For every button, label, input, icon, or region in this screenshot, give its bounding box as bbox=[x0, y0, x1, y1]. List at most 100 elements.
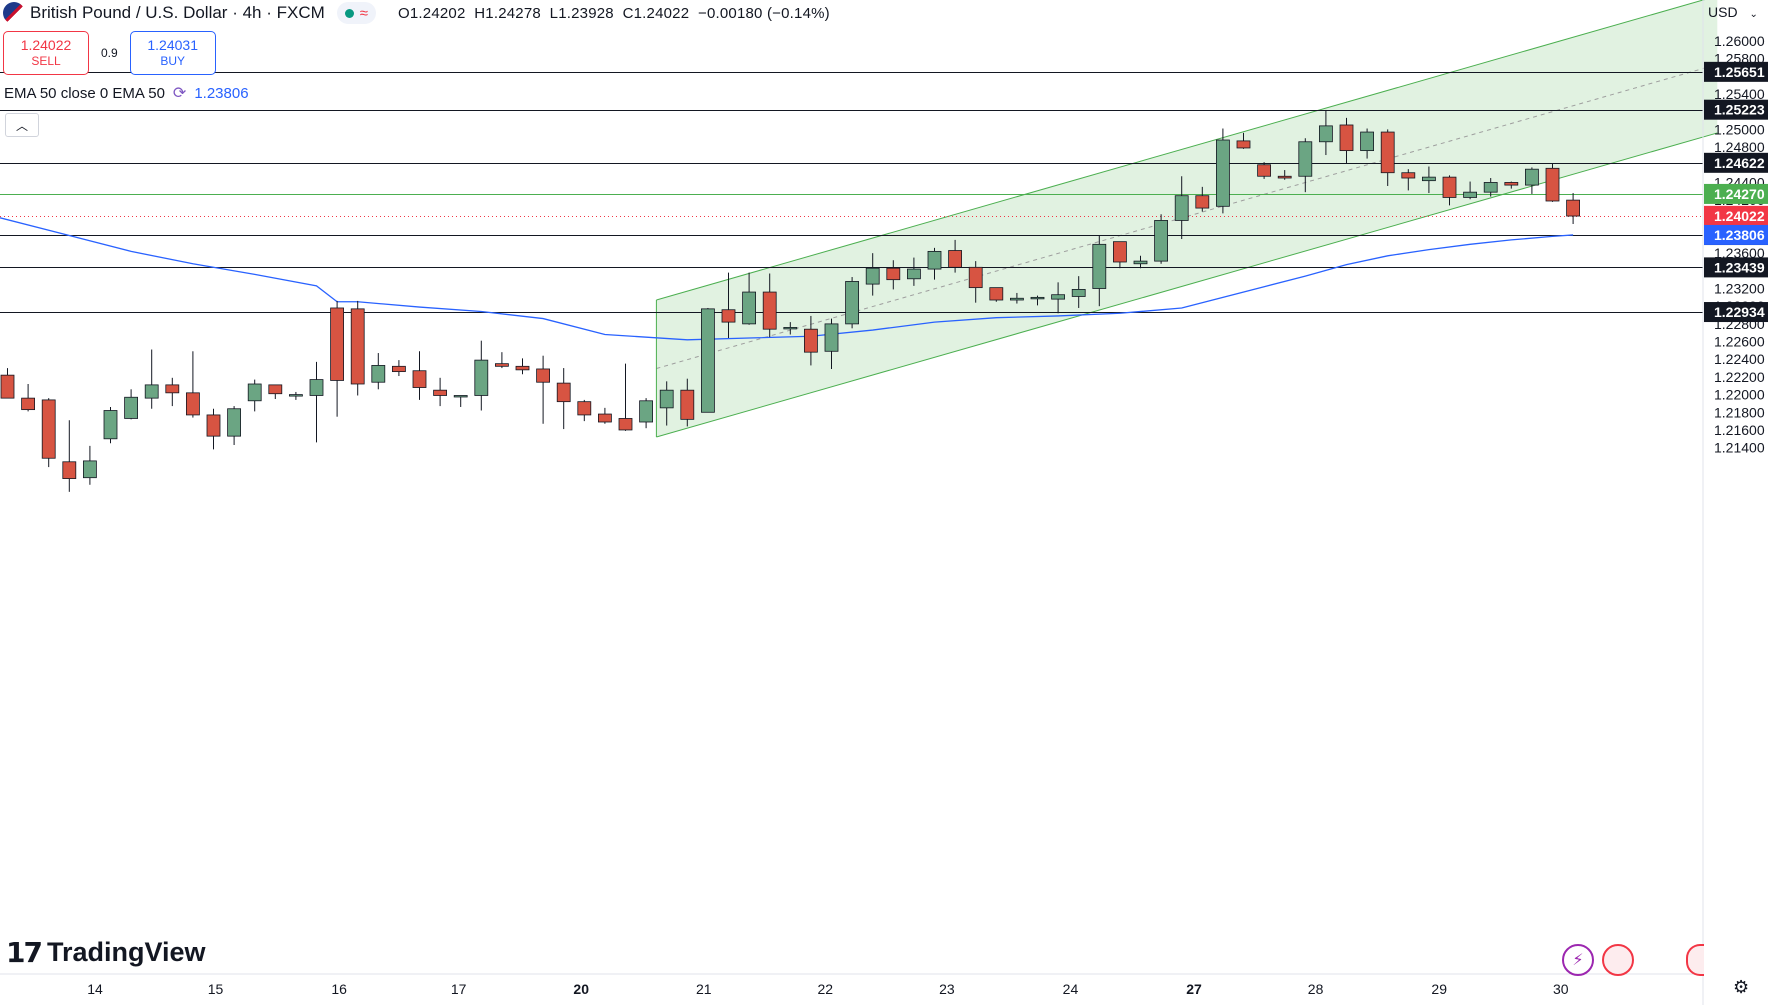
buy-label: BUY bbox=[160, 54, 186, 68]
candle bbox=[639, 398, 653, 429]
candle-body-up bbox=[1133, 260, 1148, 265]
ema-price-label: 1.23806 bbox=[1714, 227, 1765, 243]
candle bbox=[494, 352, 509, 369]
sell-price: 1.24022 bbox=[20, 37, 72, 53]
price-tick-label: 1.22400 bbox=[1714, 351, 1765, 367]
candle bbox=[1071, 276, 1086, 308]
candle-body-up bbox=[1010, 297, 1024, 301]
candle-body-down bbox=[721, 309, 736, 323]
logo-text: TradingView bbox=[46, 937, 206, 967]
candle bbox=[1236, 132, 1251, 149]
candle-body-up bbox=[1154, 220, 1168, 262]
level-price-label: 1.24622 bbox=[1714, 155, 1765, 171]
candle bbox=[144, 349, 159, 409]
candle bbox=[83, 445, 97, 485]
market-status-pill[interactable]: ≈ bbox=[336, 2, 376, 24]
level-price-label: 1.23439 bbox=[1714, 259, 1765, 275]
lightning-icon[interactable]: ⚡ bbox=[1562, 944, 1594, 976]
candle bbox=[62, 420, 77, 492]
candle bbox=[1092, 235, 1107, 307]
candle-body-up bbox=[1298, 141, 1313, 177]
candle bbox=[721, 272, 736, 339]
chart-header: British Pound / U.S. Dollar · 4h · FXCM … bbox=[0, 0, 830, 26]
candle-body-up bbox=[1071, 289, 1086, 297]
candle bbox=[1216, 128, 1230, 214]
price-tick-label: 1.26000 bbox=[1714, 33, 1765, 49]
collapse-legend-button[interactable]: ︿ bbox=[5, 113, 39, 137]
change-value: −0.00180 (−0.14%) bbox=[698, 4, 830, 22]
candle-body-up bbox=[1092, 243, 1107, 289]
candle bbox=[1545, 162, 1560, 202]
candle bbox=[577, 399, 592, 422]
candle-body-down bbox=[391, 365, 406, 373]
currency-label: USD bbox=[1708, 4, 1738, 20]
time-tick-label: 21 bbox=[696, 981, 712, 997]
candle-body-up bbox=[701, 308, 715, 413]
settings-icon[interactable]: ⚙ bbox=[1733, 977, 1750, 997]
candle-body-down bbox=[165, 384, 180, 394]
candle bbox=[1051, 282, 1065, 314]
candle bbox=[598, 407, 612, 424]
candle-body-up bbox=[907, 268, 921, 280]
price-tick-label: 1.23600 bbox=[1714, 245, 1765, 261]
candle bbox=[412, 351, 427, 400]
candle-body-down bbox=[433, 389, 448, 396]
last-price-label: 1.24022 bbox=[1714, 208, 1765, 224]
sell-button[interactable]: 1.24022 SELL bbox=[3, 31, 89, 75]
candle-body-down bbox=[21, 397, 36, 411]
candle bbox=[659, 381, 674, 426]
candle-body-down bbox=[989, 287, 1004, 301]
price-tick-label: 1.25400 bbox=[1714, 86, 1765, 102]
candle-body-down bbox=[1195, 195, 1210, 209]
candle-body-down bbox=[1442, 176, 1457, 198]
ema-line bbox=[0, 217, 1574, 341]
time-tick-label: 17 bbox=[451, 981, 467, 997]
candle-body-down bbox=[536, 368, 550, 383]
candle bbox=[1030, 295, 1045, 306]
candle-body-down bbox=[680, 389, 695, 420]
symbol-title[interactable]: British Pound / U.S. Dollar · 4h · FXCM bbox=[30, 3, 325, 22]
candle bbox=[309, 361, 324, 443]
price-axis-labels: 1.256511.252231.246221.238051.234391.229… bbox=[1704, 61, 1768, 323]
candle-body-up bbox=[1051, 294, 1065, 300]
us-flag-icon-partial[interactable] bbox=[1686, 944, 1704, 976]
candle-body-up bbox=[1463, 191, 1477, 198]
candle bbox=[21, 383, 36, 412]
indicator-legend[interactable]: EMA 50 close 0 EMA 50 ⟳ 1.23806 bbox=[4, 83, 249, 103]
candle-body-up bbox=[1030, 296, 1045, 300]
candle-body-up bbox=[124, 396, 138, 419]
candle bbox=[680, 378, 695, 427]
candle-body-down bbox=[41, 399, 56, 459]
candle-body-down bbox=[762, 291, 777, 330]
currency-selector[interactable]: USD ⌄ bbox=[1708, 4, 1758, 20]
chevron-up-icon: ︿ bbox=[15, 118, 28, 133]
us-flag-icon[interactable] bbox=[1602, 944, 1634, 976]
level-price-label: 1.25223 bbox=[1714, 102, 1765, 118]
candle bbox=[206, 408, 221, 450]
candle-body-down bbox=[515, 365, 530, 371]
price-tick-label: 1.24800 bbox=[1714, 139, 1765, 155]
candle bbox=[618, 363, 633, 431]
price-tick-label: 1.21600 bbox=[1714, 422, 1765, 438]
candle bbox=[330, 300, 345, 417]
candle-body-up bbox=[371, 365, 386, 383]
candle bbox=[556, 368, 571, 430]
sell-label: SELL bbox=[31, 54, 61, 68]
buy-button[interactable]: 1.24031 BUY bbox=[129, 31, 216, 75]
candle-body-down bbox=[1504, 182, 1519, 186]
candles bbox=[0, 109, 1580, 492]
indicator-value: 1.23806 bbox=[194, 84, 249, 102]
candle bbox=[824, 318, 839, 369]
candle-body-down bbox=[494, 363, 509, 367]
candle-body-up bbox=[247, 383, 262, 402]
wave-icon: ≈ bbox=[359, 4, 368, 22]
candle bbox=[1442, 175, 1457, 206]
candle-body-up bbox=[1525, 168, 1539, 186]
candle-body-down bbox=[268, 384, 283, 395]
candle-body-down bbox=[1401, 172, 1416, 179]
green-level-label-bg bbox=[1704, 183, 1768, 204]
candle-body-down bbox=[1113, 241, 1127, 263]
candle bbox=[536, 355, 550, 424]
candle-body-up bbox=[288, 394, 303, 397]
